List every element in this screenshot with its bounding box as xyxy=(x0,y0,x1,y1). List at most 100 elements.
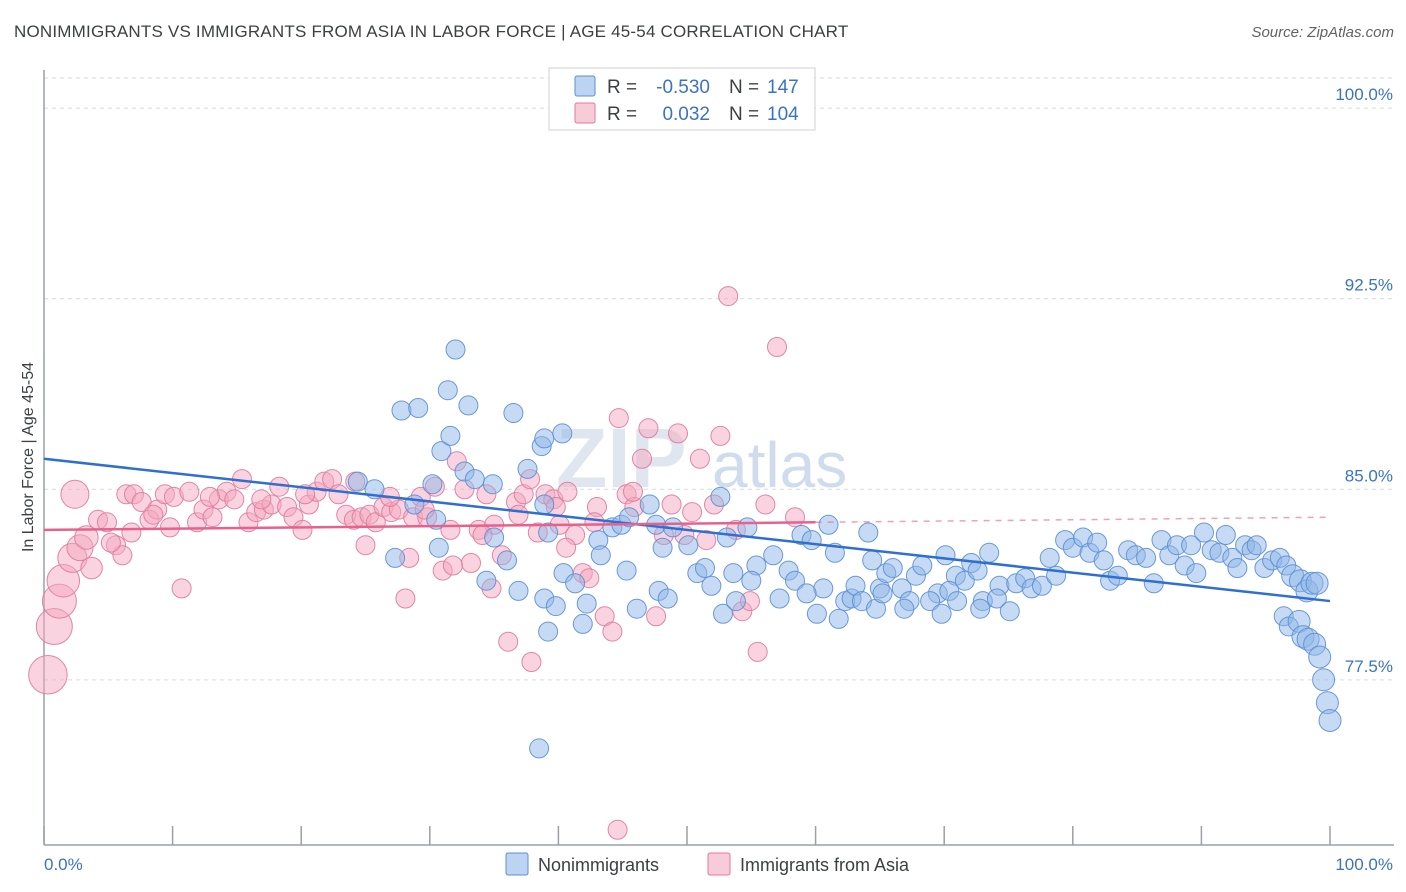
data-point xyxy=(639,494,660,515)
data-point xyxy=(1308,645,1332,669)
data-point xyxy=(769,588,790,609)
data-point xyxy=(813,578,834,599)
data-point xyxy=(431,441,452,462)
data-point xyxy=(632,448,652,469)
legend-n-value-1: 147 xyxy=(767,77,799,98)
x-tick-label-max: 100.0% xyxy=(1335,855,1393,874)
data-point xyxy=(529,738,550,759)
data-point xyxy=(565,573,586,594)
data-point xyxy=(461,553,481,573)
data-point xyxy=(517,458,538,479)
trend-line xyxy=(43,457,1331,603)
data-point xyxy=(292,519,313,540)
data-point xyxy=(828,608,849,629)
data-point xyxy=(60,479,90,509)
data-point xyxy=(737,517,758,538)
data-point xyxy=(476,570,497,591)
data-point xyxy=(385,547,406,568)
data-point xyxy=(935,545,956,566)
legend-r-label-1: R = xyxy=(607,77,637,98)
y-axis-title: In Labor Force | Age 45-54 xyxy=(20,362,37,552)
data-point xyxy=(638,418,659,439)
data-point xyxy=(171,578,192,599)
legend-swatch-nonimmigrants xyxy=(574,75,596,97)
bottom-legend-label-immigrants-from-asia: Immigrants from Asia xyxy=(740,855,910,875)
data-point xyxy=(442,555,463,576)
bottom-legend-swatch-nonimmigrants xyxy=(505,852,529,876)
data-point xyxy=(616,560,637,581)
data-point xyxy=(497,550,517,571)
data-point xyxy=(202,507,223,528)
data-point xyxy=(710,425,731,446)
data-point xyxy=(626,598,647,619)
data-point xyxy=(931,603,952,624)
data-point xyxy=(920,591,941,612)
bottom-legend-swatch-immigrants-from-asia xyxy=(707,852,731,876)
data-point xyxy=(1194,522,1214,543)
y-tick-label: 100.0% xyxy=(1335,85,1393,104)
data-point xyxy=(224,489,245,510)
data-point xyxy=(97,512,117,533)
chart-source: Source: ZipAtlas.com xyxy=(1251,24,1394,41)
data-point xyxy=(80,556,103,580)
data-point xyxy=(426,509,447,530)
data-point xyxy=(408,398,429,418)
data-point xyxy=(682,502,703,523)
watermark-atlas: atlas xyxy=(712,429,847,501)
data-point xyxy=(716,527,737,548)
data-point xyxy=(545,596,566,617)
data-point xyxy=(718,286,739,307)
legend-r-value-2: 0.032 xyxy=(662,104,710,125)
bottom-legend-label-nonimmigrants: Nonimmigrants xyxy=(538,855,659,875)
data-point xyxy=(482,474,503,495)
data-point xyxy=(590,545,611,566)
data-point xyxy=(801,530,822,551)
data-point xyxy=(100,532,121,553)
legend-n-value-2: 104 xyxy=(767,104,799,125)
data-point xyxy=(538,621,559,642)
data-point xyxy=(767,337,787,357)
data-point xyxy=(796,583,817,604)
legend-box: R = -0.530 N = 147 R = 0.032 N = 104 xyxy=(548,67,816,131)
data-point xyxy=(445,339,466,360)
data-point xyxy=(763,545,784,566)
data-point xyxy=(464,469,485,490)
data-point xyxy=(785,570,805,591)
data-point xyxy=(28,655,68,695)
data-point xyxy=(552,423,573,444)
data-point xyxy=(484,527,505,548)
data-point xyxy=(818,514,839,535)
y-tick-label: 77.5% xyxy=(1345,657,1393,676)
data-point xyxy=(979,542,1000,563)
data-point xyxy=(806,603,827,624)
data-point xyxy=(652,537,673,558)
data-point xyxy=(121,522,142,543)
data-point xyxy=(498,631,519,652)
data-point xyxy=(347,471,368,492)
data-point xyxy=(872,583,893,604)
data-point xyxy=(584,512,605,533)
y-tick-label: 92.5% xyxy=(1345,276,1393,295)
data-point xyxy=(755,494,776,515)
data-point xyxy=(328,484,349,505)
data-point xyxy=(1186,563,1207,584)
bottom-legend: Nonimmigrants Immigrants from Asia xyxy=(505,852,910,876)
data-point xyxy=(556,537,577,558)
data-point xyxy=(646,606,667,627)
legend-swatch-immigrants-from-asia xyxy=(574,102,596,124)
y-axis-tick-labels: 77.5% 85.0% 92.5% 100.0% xyxy=(1335,85,1393,676)
series-immigrants-from-asia-points xyxy=(28,286,805,840)
data-point xyxy=(623,481,643,502)
data-point xyxy=(1181,535,1202,556)
x-axis-ticks xyxy=(43,826,1331,845)
data-point xyxy=(440,425,461,446)
data-point xyxy=(508,504,529,525)
data-point xyxy=(747,641,768,662)
chart-title: NONIMMIGRANTS VS IMMIGRANTS FROM ASIA IN… xyxy=(14,22,849,41)
data-point xyxy=(521,652,542,672)
data-point xyxy=(428,537,449,558)
data-point xyxy=(741,570,762,591)
data-point xyxy=(608,408,629,429)
data-point xyxy=(970,598,991,619)
data-point xyxy=(661,494,682,515)
